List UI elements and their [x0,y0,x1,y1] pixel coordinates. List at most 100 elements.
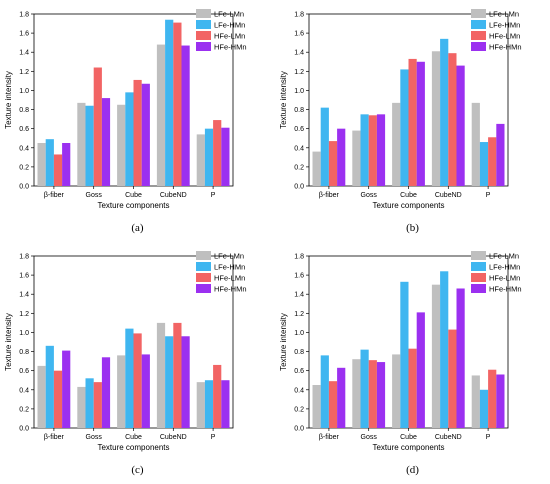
bar-hfe-hmn-0 [62,350,71,428]
bar-lfe-lmn-1 [77,386,86,428]
x-tick-label: β-fiber [319,434,340,441]
y-tick-label: 1.8 [294,254,304,261]
x-tick-label: Cube [400,192,417,199]
legend-label: LFe-HMn [489,21,520,30]
bar-lfe-lmn-3 [156,322,166,428]
bar-lfe-hmn-2 [400,281,409,428]
bar-lfe-lmn-4 [196,134,205,186]
bar-hfe-lmn-3 [448,329,457,428]
legend-label: HFe-HMn [489,43,522,52]
bar-lfe-lmn-0 [37,143,46,186]
bar-lfe-hmn-3 [440,38,449,186]
bar-lfe-hmn-2 [125,328,134,428]
x-tick-label: β-fiber [319,192,340,199]
y-axis-label: Texture intensity [4,313,13,371]
y-tick-label: 1.6 [19,31,29,38]
bar-lfe-lmn-3 [431,284,441,428]
x-tick-label: P [486,192,491,199]
y-tick-label: 0.6 [19,126,29,133]
bar-lfe-lmn-2 [392,354,401,428]
bar-hfe-hmn-3 [181,336,190,428]
chart-panel-b: 0.0 0.2 0.4 0.6 0.8 1.0 1.2 1.4 1.6 1.8 β-fiber Gos… [275,0,550,242]
legend-label: LFe-LMn [214,252,244,261]
bar-hfe-lmn-4 [213,364,222,428]
bar-lfe-hmn-4 [204,380,214,428]
legend-label: HFe-HMn [214,43,247,52]
bar-hfe-hmn-0 [337,367,346,428]
bar-hfe-hmn-4 [221,380,230,428]
y-tick-label: 1.8 [294,12,304,19]
chart-panel-d: 0.0 0.2 0.4 0.6 0.8 1.0 1.2 1.4 1.6 1.8 β-fiber Gos… [275,242,550,484]
y-tick-label: 0.8 [19,349,29,356]
bar-hfe-lmn-1 [93,67,102,186]
bar-lfe-lmn-1 [352,130,361,186]
bar-lfe-lmn-2 [392,102,401,186]
x-tick-label: Goss [86,434,103,441]
y-tick-label: 0.6 [294,368,304,375]
y-axis-label: Texture intensity [279,313,288,371]
bar-lfe-hmn-4 [479,389,489,428]
legend-label: LFe-HMn [214,263,245,272]
bar-lfe-hmn-2 [400,69,409,186]
y-tick-label: 1.4 [19,292,29,299]
y-tick-label: 0.0 [294,184,304,191]
legend-swatch [196,9,211,18]
bar-hfe-hmn-4 [496,374,505,428]
legend-swatch [471,42,486,51]
y-tick-label: 0.4 [294,145,304,152]
bar-hfe-hmn-4 [496,123,505,186]
legend-swatch [471,273,486,282]
legend-label: LFe-HMn [214,21,245,30]
bar-hfe-lmn-4 [488,137,497,186]
legend-swatch [196,273,211,282]
bar-hfe-hmn-3 [456,65,465,186]
x-tick-label: Cube [400,434,417,441]
bar-hfe-lmn-3 [173,322,182,428]
x-tick-label: Cube [125,192,142,199]
bar-lfe-lmn-4 [196,382,205,428]
bar-hfe-hmn-1 [376,114,386,186]
bar-hfe-lmn-0 [53,154,63,186]
x-axis-label: Texture components [372,201,444,210]
bar-hfe-hmn-3 [456,288,465,428]
y-axis-label: Texture intensity [4,71,13,129]
y-axis-label: Texture intensity [279,71,288,129]
y-tick-label: 0.0 [294,426,304,433]
bar-lfe-hmn-3 [165,336,174,428]
legend-swatch [471,9,486,18]
legend-swatch [196,42,211,51]
y-tick-label: 0.2 [294,164,304,171]
x-tick-label: CubeND [435,434,462,441]
x-tick-label: Cube [125,434,142,441]
bar-lfe-hmn-2 [125,92,134,186]
bar-hfe-lmn-2 [133,333,142,428]
y-tick-label: 0.6 [294,126,304,133]
legend-label: HFe-LMn [214,274,245,283]
legend-label: LFe-LMn [489,252,519,261]
bar-hfe-hmn-1 [101,357,111,428]
bar-lfe-hmn-4 [479,142,489,186]
x-tick-label: P [211,434,216,441]
y-tick-label: 1.8 [19,254,29,261]
bar-hfe-lmn-1 [368,360,377,428]
y-tick-label: 1.0 [19,88,29,95]
panel-label-c: (c) [131,464,144,476]
chart-svg-a: 0.0 0.2 0.4 0.6 0.8 1.0 1.2 1.4 1.6 1.8 β-fiber Gos… [4,9,247,210]
legend-swatch [196,284,211,293]
bar-lfe-lmn-1 [77,102,86,186]
x-axis-label: Texture components [97,443,169,452]
legend-label: LFe-LMn [214,10,244,19]
legend-swatch [471,284,486,293]
y-tick-label: 1.2 [294,311,304,318]
panel-label-d: (d) [406,464,419,476]
legend-swatch [471,31,486,40]
bar-hfe-lmn-2 [408,58,417,186]
y-tick-label: 0.8 [19,107,29,114]
y-tick-label: 1.0 [19,330,29,337]
panel-label-a: (a) [131,222,144,234]
legend-swatch [196,262,211,271]
bar-hfe-hmn-1 [376,362,386,428]
y-tick-label: 0.2 [294,406,304,413]
y-tick-label: 0.6 [19,368,29,375]
x-tick-label: CubeND [160,434,187,441]
